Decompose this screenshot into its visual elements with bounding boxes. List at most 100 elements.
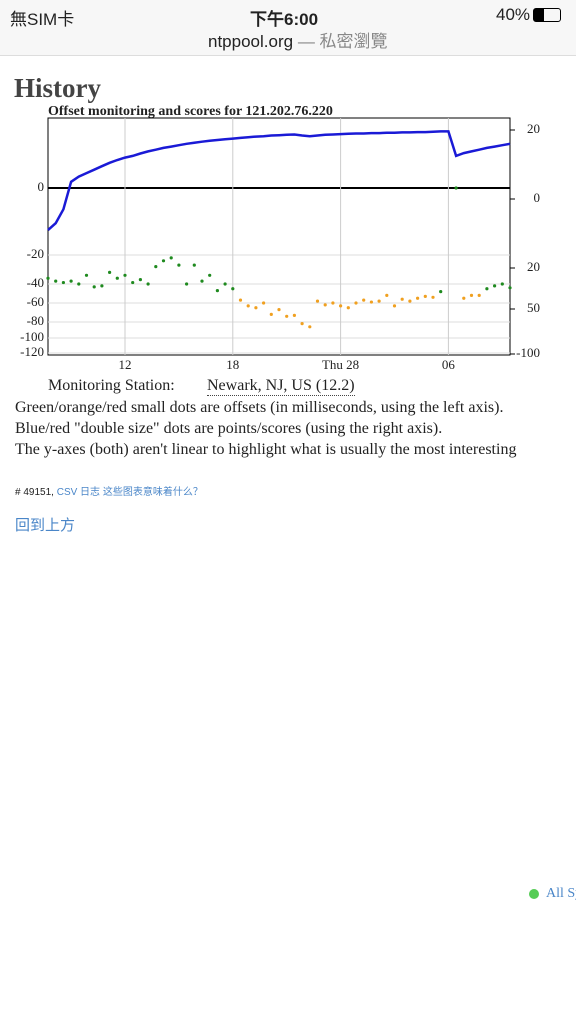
- heading: History: [14, 73, 101, 103]
- offset-dot: [462, 296, 466, 300]
- y2-tick-label: 0: [534, 190, 541, 205]
- offset-dot: [115, 276, 119, 280]
- y-tick-label: -40: [27, 275, 44, 290]
- offset-dot: [369, 300, 373, 304]
- offset-dot: [238, 298, 243, 302]
- plot-frame: [47, 117, 511, 356]
- station-label: Monitoring Station:: [48, 377, 175, 394]
- offset-dot: [215, 289, 219, 293]
- offset-dot: [339, 304, 343, 308]
- offset-dot: [439, 290, 443, 294]
- offset-dot: [315, 299, 320, 303]
- offset-dot: [177, 263, 181, 267]
- offset-dot: [477, 293, 481, 297]
- offset-dot: [385, 293, 389, 297]
- offset-dot: [208, 273, 212, 277]
- y2-tick-label: 20: [527, 121, 540, 136]
- offset-dot: [223, 282, 227, 286]
- x-tick-label: 06: [442, 357, 456, 370]
- y2-tick-label: 20: [527, 259, 540, 274]
- offset-dot: [400, 297, 404, 301]
- note: Green/orange/red small dots are offsets …: [15, 399, 504, 416]
- note: The y-axes (both) aren't linear to highl…: [15, 441, 517, 458]
- offset-dot: [423, 294, 427, 298]
- offset-dot: [331, 301, 335, 305]
- offset-dot: [508, 286, 512, 290]
- offset-dot: [146, 282, 150, 286]
- server-id: # 49151,: [15, 487, 54, 498]
- offset-dot: [192, 263, 196, 267]
- offset-dot: [431, 295, 435, 299]
- domain: ntppool.org: [208, 32, 294, 51]
- score-line: [47, 130, 511, 232]
- legend-dot: [529, 889, 539, 899]
- help-link[interactable]: 这些图表意味着什么？: [102, 487, 203, 498]
- carrier: 無SIM卡: [10, 10, 75, 29]
- offset-dot: [108, 270, 112, 274]
- offset-dot: [362, 298, 366, 302]
- offset-dot: [100, 284, 104, 288]
- offset-dot: [54, 279, 58, 283]
- offset-dot: [277, 308, 281, 312]
- offset-dot: [254, 306, 258, 310]
- offset-dot: [246, 304, 250, 308]
- x-tick-label: 18: [226, 357, 239, 370]
- offset-dot: [262, 301, 266, 305]
- offset-dot: [493, 284, 497, 288]
- y2-tick-label: -100: [516, 345, 540, 360]
- station-link[interactable]: Newark, NJ, US (12.2): [207, 377, 355, 396]
- offset-dot: [285, 314, 289, 318]
- offset-dot: [200, 279, 204, 283]
- back-to-top[interactable]: 回到上方: [15, 517, 76, 534]
- offset-dot: [392, 304, 397, 308]
- offset-dot: [469, 293, 474, 297]
- footer: # 49151, CSV 日志 这些图表意味着什么？: [15, 483, 203, 498]
- offset-dot: [300, 322, 304, 326]
- y-tick-label: -100: [20, 329, 44, 344]
- private-mode: — 私密瀏覽: [297, 32, 388, 51]
- y-tick-label: 0: [38, 179, 45, 194]
- legend-link[interactable]: All Sy: [546, 886, 576, 901]
- chart: Offset monitoring and scores for 121.202…: [20, 104, 541, 370]
- offset-dot: [346, 306, 350, 310]
- offset-dot: [131, 280, 135, 285]
- offset-dot: [161, 259, 166, 263]
- offset-dot: [61, 280, 65, 285]
- offset-dot: [377, 299, 381, 303]
- clock: 下午6:00: [250, 10, 319, 29]
- offset-dot: [454, 186, 458, 190]
- offset-dot: [84, 273, 89, 277]
- offset-dot: [354, 301, 358, 305]
- offset-dot: [46, 276, 50, 280]
- battery-level: 40%: [496, 5, 531, 24]
- offset-dot: [231, 287, 235, 291]
- offset-dot: [416, 296, 420, 300]
- x-tick-label: 12: [119, 357, 132, 370]
- y-tick-label: -120: [20, 344, 44, 359]
- offset-dot: [154, 265, 158, 269]
- offset-dot: [269, 312, 273, 316]
- offset-dot: [500, 282, 504, 286]
- battery-icon: [533, 8, 561, 22]
- offset-dot: [292, 313, 296, 317]
- address-bar[interactable]: ntppool.org — 私密瀏覽: [208, 27, 388, 52]
- offset-dot: [69, 279, 73, 283]
- note: Blue/red "double size" dots are points/s…: [15, 420, 443, 437]
- offset-dot: [323, 303, 327, 307]
- y2-tick-label: 50: [527, 300, 540, 315]
- y-tick-label: -80: [27, 313, 44, 328]
- offset-dot: [77, 282, 81, 286]
- y-tick-label: -60: [27, 294, 44, 309]
- offset-dot: [169, 256, 173, 260]
- offset-dot: [92, 285, 96, 289]
- offset-dot: [123, 273, 127, 277]
- offset-dot: [185, 282, 189, 286]
- x-tick-label: Thu 28: [322, 357, 359, 370]
- y-tick-label: -20: [27, 246, 44, 261]
- chart-title: Offset monitoring and scores for 121.202…: [48, 104, 333, 119]
- offset-dot: [308, 325, 312, 329]
- offset-dot: [485, 287, 489, 291]
- csv-link[interactable]: CSV 日志: [56, 487, 101, 498]
- offset-dot: [408, 299, 412, 303]
